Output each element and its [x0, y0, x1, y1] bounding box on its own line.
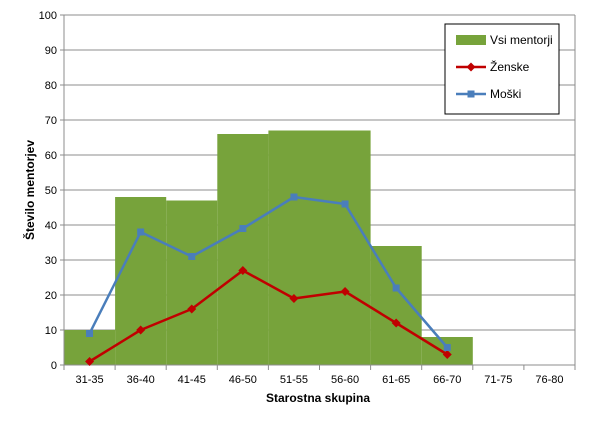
- legend-label: Ženske: [490, 59, 530, 74]
- y-tick-label: 10: [45, 325, 57, 337]
- legend-label: Vsi mentorji: [490, 33, 553, 47]
- line-diamond: [88, 269, 448, 363]
- point-diamond: [136, 325, 146, 335]
- point-diamond: [391, 318, 401, 328]
- y-tick-label: 80: [45, 80, 57, 92]
- point-square: [443, 344, 451, 351]
- point-diamond: [238, 266, 248, 275]
- bar-series: [64, 130, 473, 365]
- point-diamond: [187, 304, 197, 314]
- x-tick-label: 56-60: [331, 374, 359, 386]
- x-tick-labels: 31-35 36-40 41-45 46-50 51-55 56-60 61-65 66-70…: [75, 374, 563, 386]
- x-tick-label: 36-40: [127, 374, 155, 386]
- y-tick-label: 60: [45, 150, 57, 162]
- line-series: [85, 193, 452, 366]
- bar: [370, 246, 422, 365]
- bar: [217, 134, 269, 365]
- legend-swatch-marker: [466, 62, 476, 72]
- point-square: [86, 330, 94, 337]
- bar: [319, 130, 371, 365]
- legend-label: Moški: [490, 87, 521, 101]
- point-diamond: [289, 294, 299, 303]
- y-tick-label: 40: [45, 220, 57, 232]
- y-tick-label: 30: [45, 255, 57, 267]
- point-square: [290, 193, 298, 201]
- x-tick-label: 61-65: [382, 374, 410, 386]
- legend-swatch-bar: [456, 35, 486, 45]
- y-tick-label: 70: [45, 115, 57, 127]
- x-tick-label: 76-80: [535, 374, 563, 386]
- line-square: [88, 195, 449, 349]
- point-diamond: [85, 357, 95, 366]
- axes: [60, 14, 576, 370]
- y-tick-labels: 0 10 20 30 40 50 60 70 80 90 100: [39, 10, 57, 372]
- x-tick-label: 51-55: [280, 374, 308, 386]
- legend-swatch-marker: [467, 90, 475, 98]
- x-tick-label: 46-50: [229, 374, 257, 386]
- y-tick-label: 100: [39, 10, 57, 22]
- bar: [115, 197, 167, 365]
- y-tick-label: 20: [45, 290, 57, 302]
- point-square: [239, 225, 247, 232]
- y-tick-label: 0: [51, 360, 57, 372]
- x-tick-label: 66-70: [433, 374, 461, 386]
- point-square: [341, 200, 349, 208]
- point-diamond: [442, 350, 452, 359]
- y-tick-label: 90: [45, 45, 57, 57]
- point-square: [392, 284, 400, 292]
- x-tick-label: 41-45: [178, 374, 206, 386]
- point-square: [137, 228, 145, 236]
- bar: [268, 130, 320, 365]
- y-axis-label: Število mentorjev: [22, 140, 37, 240]
- x-axis-label: Starostna skupina: [266, 391, 370, 405]
- point-diamond: [340, 287, 350, 296]
- x-tick-label: 71-75: [484, 374, 512, 386]
- y-tick-label: 50: [45, 185, 57, 197]
- legend: Vsi mentorji Ženske Moški: [444, 23, 560, 115]
- bar: [166, 200, 218, 365]
- point-square: [188, 253, 196, 260]
- x-tick-label: 31-35: [75, 374, 103, 386]
